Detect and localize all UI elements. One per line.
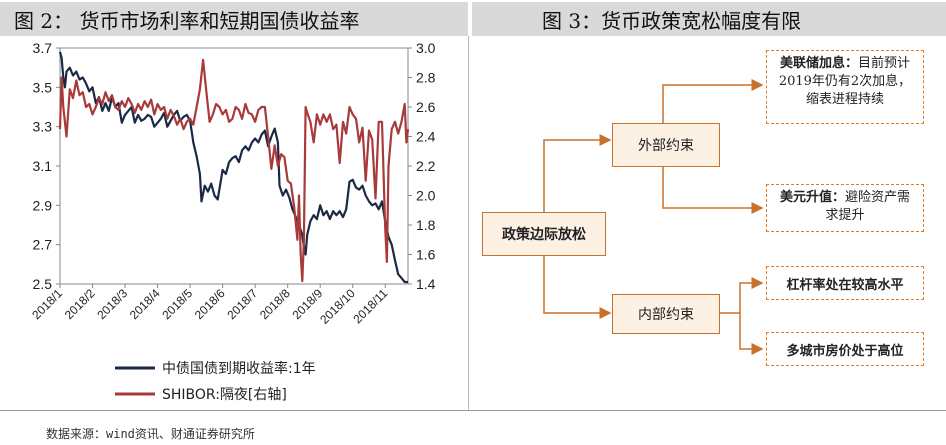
legend-label-0: 中债国债到期收益率:1年 [162, 360, 316, 377]
arrow-to-internal [543, 256, 612, 319]
arrow-to-housing [739, 313, 764, 355]
right-tick-label: 1.6 [416, 247, 436, 263]
usd-title: 美元升值： [779, 190, 845, 205]
right-panel-title-text: 图 3：货币政策宽松幅度有限 [542, 8, 802, 33]
right-tick-label: 2.0 [416, 188, 436, 204]
x-tick-label: 2018/3 [94, 286, 130, 322]
internal-constraint-box: 内部约束 [612, 294, 720, 334]
arrow-to-fed [662, 79, 764, 123]
right-panel-title: 图 3：货币政策宽松幅度有限 [472, 2, 946, 36]
fed-hike-body: 目前预计2019年仍有2次加息，缩表进程持续 [778, 56, 912, 107]
right-tick-label: 1.4 [416, 276, 436, 292]
right-tick-label: 2.4 [416, 129, 436, 145]
housing-box: 多城市房价处于高位 [766, 332, 924, 366]
left-tick-label: 2.5 [33, 276, 53, 292]
x-tick-label: 2018/7 [224, 286, 260, 322]
arrow-to-usd [662, 158, 764, 214]
usd-appreciation-box: 美元升值：避险资产需求提升 [766, 184, 924, 232]
external-box-label: 外部约束 [638, 138, 694, 154]
series-line-0 [58, 51, 408, 284]
center-policy-box: 政策边际放松 [482, 212, 606, 256]
center-box-label: 政策边际放松 [502, 227, 586, 243]
left-panel-title-text: 图 2： 货币市场利率和短期国债收益率 [14, 8, 360, 33]
left-tick-label: 3.1 [33, 158, 53, 174]
x-tick-label: 2018/6 [192, 286, 228, 322]
panel-divider [468, 36, 469, 410]
external-constraint-box: 外部约束 [612, 123, 720, 167]
diagram-connectors [543, 79, 764, 355]
housing-label: 多城市房价处于高位 [786, 343, 904, 359]
arrow-to-external [543, 134, 612, 212]
x-tick-label: 2018/2 [62, 286, 98, 322]
left-tick-label: 2.7 [33, 237, 53, 253]
leverage-box: 杠杆率处在较高水平 [766, 266, 924, 300]
fed-hike-title: 美联储加息： [779, 56, 858, 71]
source-note: 数据来源：wind资讯、财通证券研究所 [46, 427, 255, 441]
x-tick-label: 2018/5 [159, 286, 195, 322]
right-tick-label: 3.0 [416, 40, 436, 56]
right-tick-label: 1.8 [416, 217, 436, 233]
rates-line-chart: 3.7 3.5 3.3 3.1 2.9 2.7 2.5 3.0 2.8 2.6 2.4 2.2 2.0 1… [29, 40, 436, 403]
x-tick-label: 2018/4 [127, 286, 163, 322]
plot-frame [59, 47, 409, 285]
legend-label-1: SHIBOR:隔夜[右轴] [162, 387, 287, 403]
leverage-label: 杠杆率处在较高水平 [786, 277, 904, 293]
left-tick-label: 3.3 [33, 119, 53, 135]
left-tick-label: 2.9 [33, 197, 53, 213]
x-tick-label: 2018/11 [350, 286, 390, 326]
x-tick-label: 2018/8 [257, 286, 293, 322]
left-panel-title: 图 2： 货币市场利率和短期国债收益率 [0, 2, 468, 36]
right-tick-label: 2.8 [416, 70, 436, 86]
left-tick-label: 3.7 [33, 40, 53, 56]
bottom-rule [0, 410, 946, 411]
x-tick-label: 2018/10 [317, 286, 358, 327]
right-tick-label: 2.6 [416, 99, 436, 115]
usd-body: 避险资产需求提升 [825, 190, 911, 223]
left-tick-label: 3.5 [33, 79, 53, 95]
right-tick-label: 2.2 [416, 158, 436, 174]
arrow-to-leverage [739, 277, 764, 313]
fed-hike-box: 美联储加息：目前预计2019年仍有2次加息，缩表进程持续 [766, 50, 924, 124]
internal-box-label: 内部约束 [638, 307, 694, 323]
series-line-1 [58, 58, 410, 283]
